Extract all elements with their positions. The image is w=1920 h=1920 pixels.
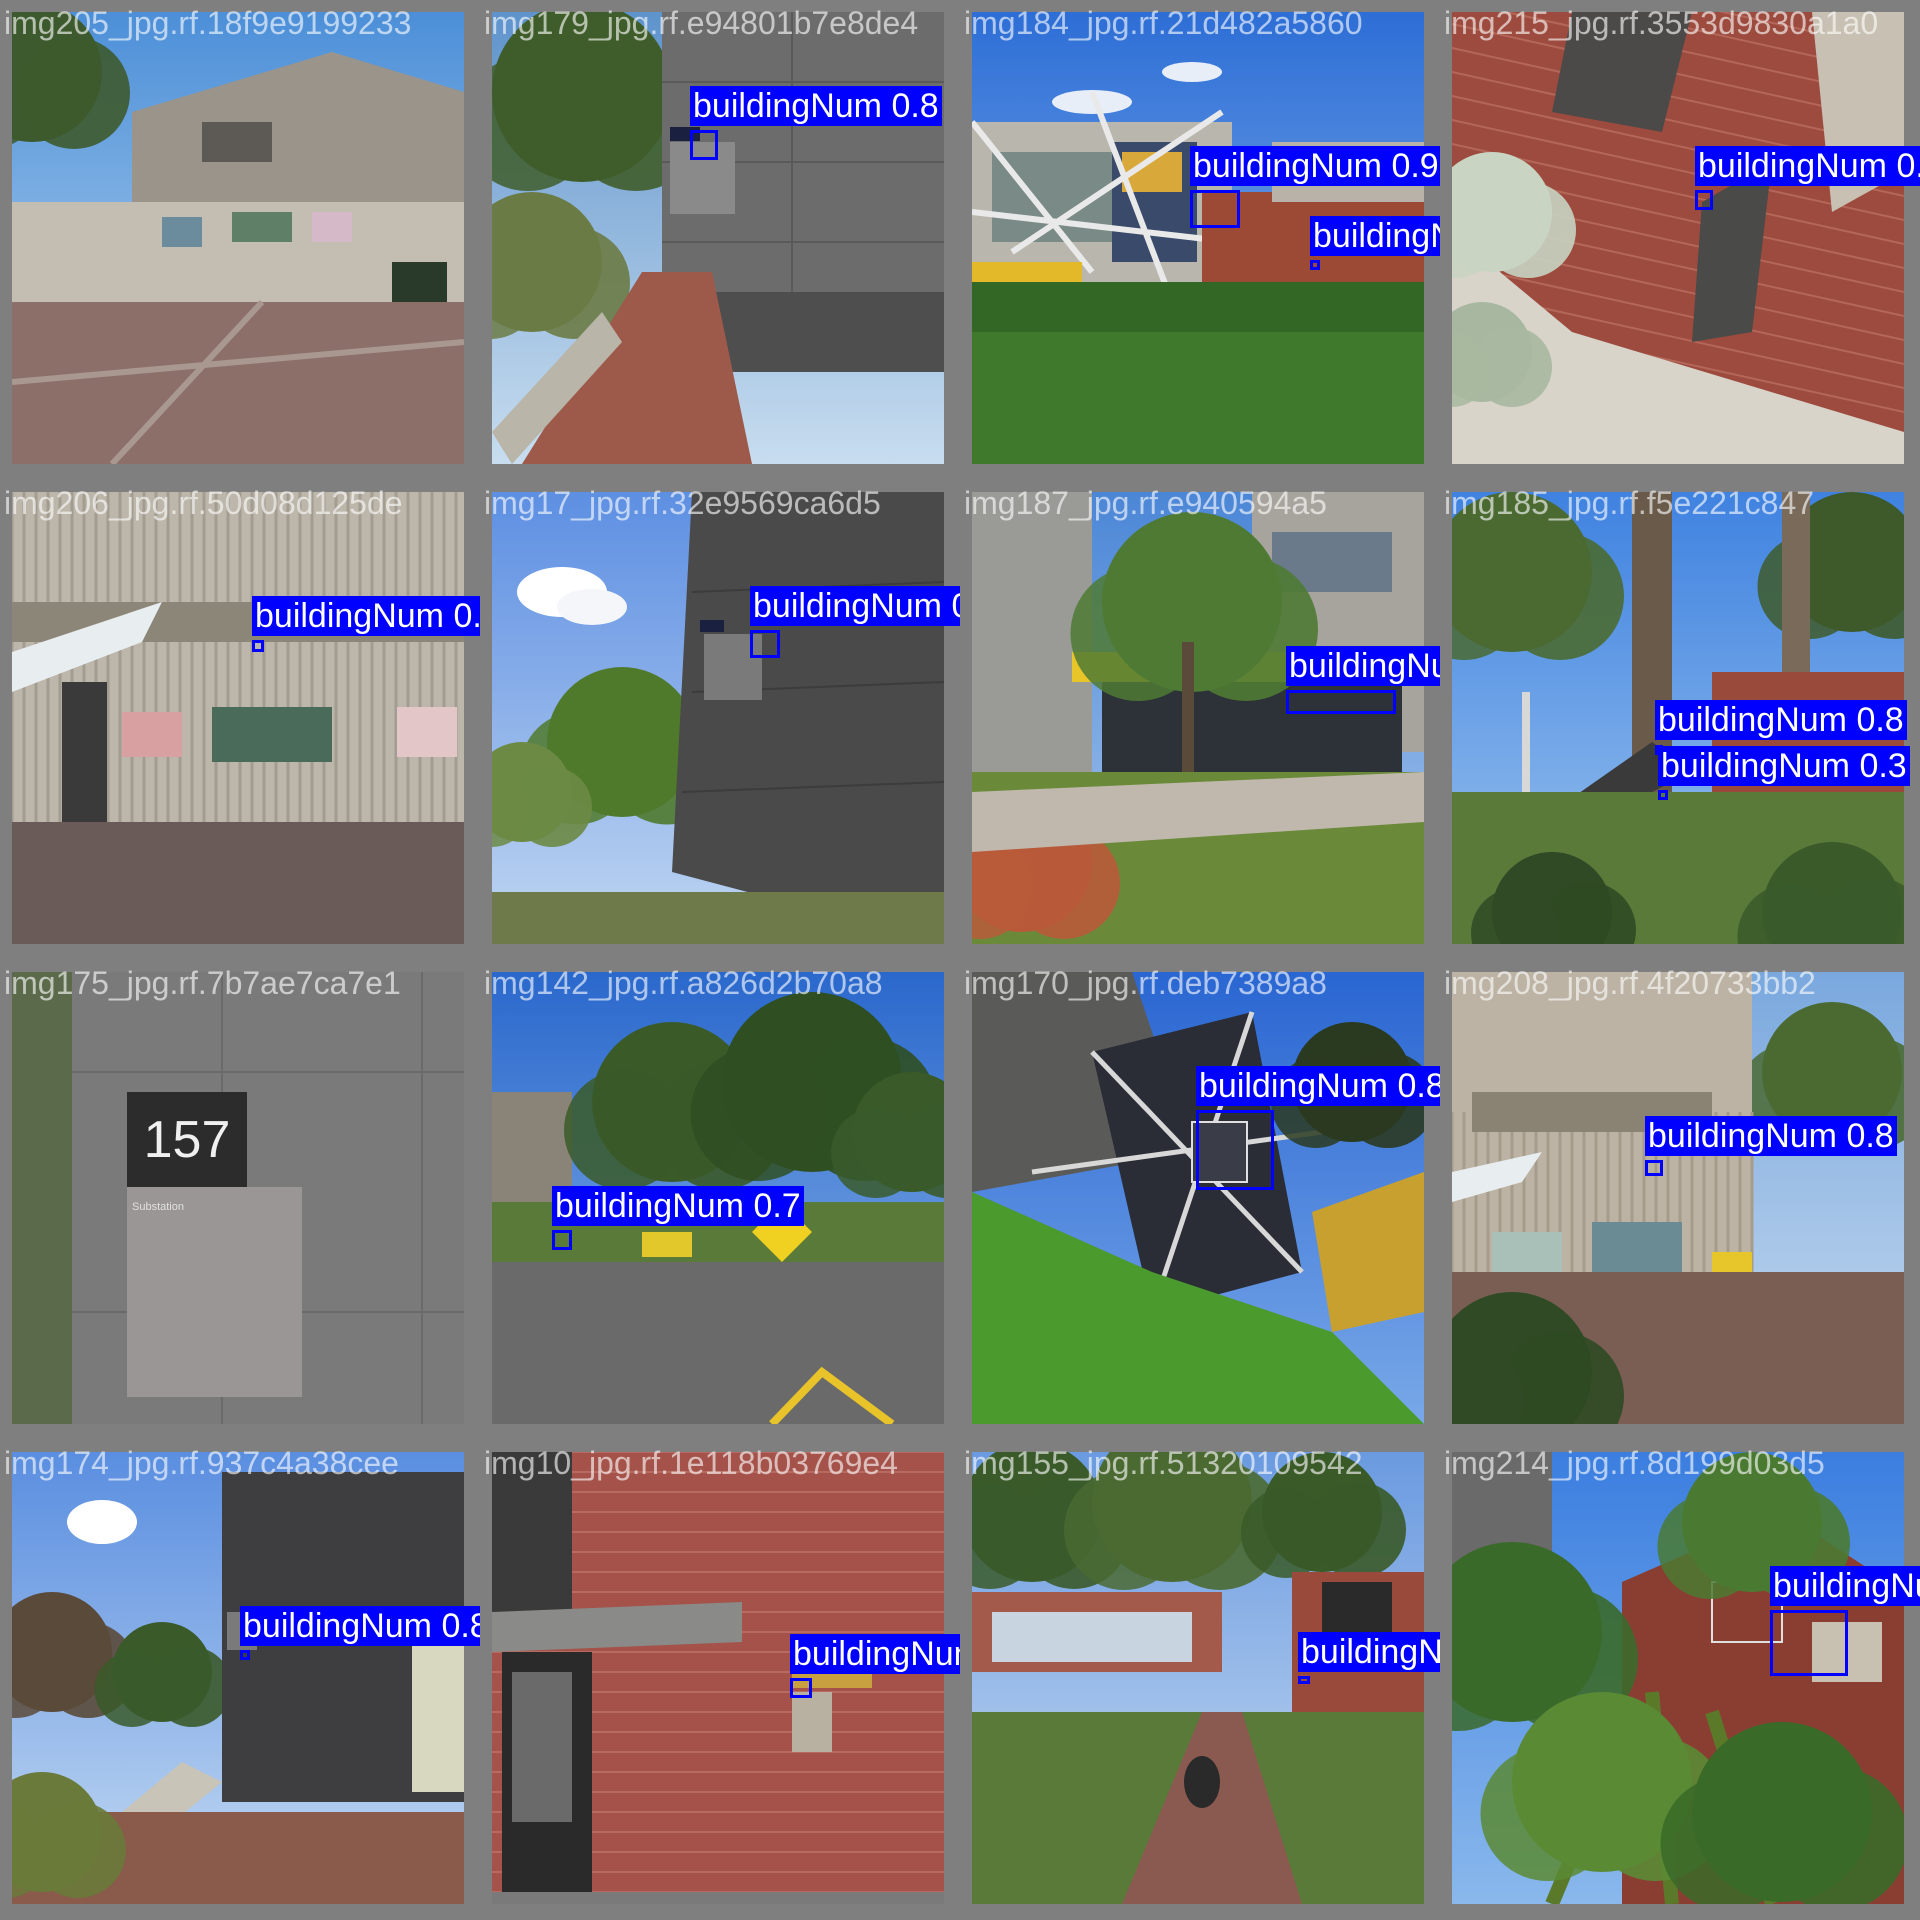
detection-label: buildingNum 0.9 bbox=[1770, 1566, 1920, 1606]
photo-frame: 157 Substation bbox=[12, 972, 464, 1424]
detection-box bbox=[552, 1230, 572, 1250]
photo-frame bbox=[492, 12, 944, 464]
detection-label: buildingNum 0.8 bbox=[240, 1606, 480, 1646]
detection-label: buildingNum 0.8 bbox=[690, 86, 942, 126]
detection-label: buildingNum 0.9 bbox=[750, 586, 960, 626]
photo-frame bbox=[1452, 12, 1904, 464]
photo bbox=[1452, 12, 1904, 464]
image-tile: 157 Substation img175_jpg.rf.7b7ae7ca7e1 bbox=[0, 960, 480, 1440]
photo-frame bbox=[492, 492, 944, 944]
detection-box bbox=[1298, 1676, 1310, 1684]
detection-box bbox=[1645, 1160, 1663, 1176]
image-tile: img184_jpg.rf.21d482a5860 buildingNum 0.9… bbox=[960, 0, 1440, 480]
photo-frame bbox=[12, 12, 464, 464]
detection-label: buildingNum 0.9 bbox=[1190, 146, 1440, 186]
detection-box bbox=[750, 630, 780, 658]
detection-label: buildingNum 0.8 bbox=[1695, 146, 1920, 186]
photo bbox=[972, 492, 1424, 944]
detection-box bbox=[1196, 1110, 1274, 1190]
image-tile: img215_jpg.rf.3553d9830a1a0 buildingNum 0… bbox=[1440, 0, 1920, 480]
photo bbox=[972, 1452, 1424, 1904]
detection-box bbox=[790, 1678, 812, 1698]
detection-label: buildingNum 0.8 bbox=[790, 1634, 960, 1674]
detection-label: buildingNum 0.9 bbox=[1298, 1632, 1440, 1672]
detection-box bbox=[1190, 190, 1240, 228]
photo bbox=[12, 12, 464, 464]
detection-box bbox=[1770, 1610, 1848, 1676]
photo-frame bbox=[972, 1452, 1424, 1904]
image-tile: img205_jpg.rf.18f9e9199233 bbox=[0, 0, 480, 480]
photo-frame bbox=[12, 492, 464, 944]
photo bbox=[972, 12, 1424, 464]
detection-label: buildingNum 0.8 bbox=[1645, 1116, 1897, 1156]
detection-label: buildingNum 0.3 bbox=[1310, 216, 1440, 256]
photo-frame bbox=[1452, 972, 1904, 1424]
photo-frame bbox=[492, 1452, 944, 1904]
detection-label: buildingNum 0.3 bbox=[1658, 746, 1910, 786]
image-tile: img206_jpg.rf.50d08d125de buildingNum 0.8 bbox=[0, 480, 480, 960]
sign-number: 157 bbox=[144, 1111, 231, 1169]
detection-label: buildingNum 0.8 bbox=[252, 596, 480, 636]
photo bbox=[492, 12, 944, 464]
detection-box bbox=[1286, 690, 1396, 714]
image-tile: img170_jpg.rf.deb7389a8 buildingNum 0.8 bbox=[960, 960, 1440, 1440]
photo-frame bbox=[12, 1452, 464, 1904]
image-tile: img208_jpg.rf.4f20733bb2 buildingNum 0.8 bbox=[1440, 960, 1920, 1440]
image-tile: img10_jpg.rf.1e118b03769e4buildingNum 0.… bbox=[480, 1440, 960, 1920]
photo: 157 Substation bbox=[12, 972, 464, 1424]
image-tile: img214_jpg.rf.8d199d03d5buildingNum 0.9 bbox=[1440, 1440, 1920, 1920]
image-tile: img187_jpg.rf.e940594a5buildingNum 0.7 bbox=[960, 480, 1440, 960]
photo-frame bbox=[1452, 1452, 1904, 1904]
detection-label: buildingNum 0.7 bbox=[552, 1186, 804, 1226]
image-tile: img174_jpg.rf.937c4a38cee buildingNum 0.8 bbox=[0, 1440, 480, 1920]
detection-label: buildingNum 0.7 bbox=[1286, 646, 1440, 686]
detection-box bbox=[1658, 790, 1668, 800]
image-tile: img142_jpg.rf.a826d2b70a8 buildingNum 0.7 bbox=[480, 960, 960, 1440]
image-tile: img155_jpg.rf.51320109542buildingNum 0.9 bbox=[960, 1440, 1440, 1920]
image-tile: img179_jpg.rf.e94801b7e8de4 buildingNum 0… bbox=[480, 0, 960, 480]
photo bbox=[972, 972, 1424, 1424]
photo-frame bbox=[972, 972, 1424, 1424]
detection-box bbox=[240, 1650, 250, 1660]
photo bbox=[12, 1452, 464, 1904]
image-tile: img185_jpg.rf.f5e221c847 buildingNum 0.8 b… bbox=[1440, 480, 1920, 960]
detection-label: buildingNum 0.8 bbox=[1196, 1066, 1440, 1106]
photo bbox=[1452, 1452, 1904, 1904]
photo bbox=[492, 1452, 944, 1904]
detection-label: buildingNum 0.8 bbox=[1655, 700, 1907, 740]
photo bbox=[1452, 972, 1904, 1424]
photo bbox=[12, 492, 464, 944]
sign-text: Substation bbox=[132, 1201, 184, 1213]
photo-frame bbox=[972, 12, 1424, 464]
detection-box bbox=[1695, 190, 1713, 210]
photo-frame bbox=[972, 492, 1424, 944]
photo bbox=[492, 492, 944, 944]
detection-box bbox=[690, 130, 718, 160]
detection-box bbox=[252, 640, 264, 652]
detection-box bbox=[1310, 260, 1320, 270]
